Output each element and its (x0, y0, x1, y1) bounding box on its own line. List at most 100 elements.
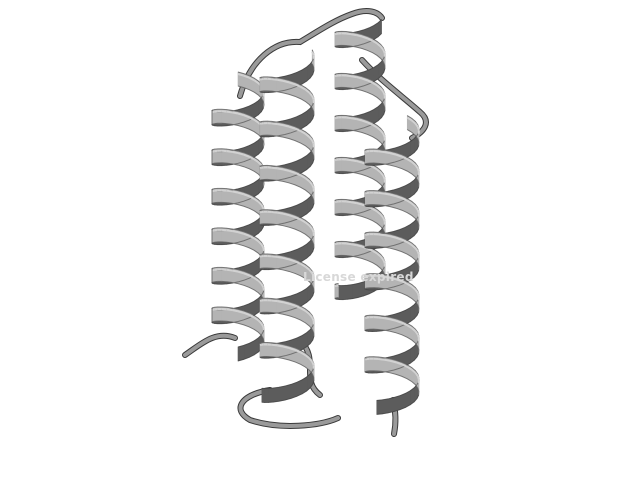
helix-d-highlight (418, 210, 419, 213)
helix-c-highlight (346, 160, 351, 161)
helix-a-highlight (227, 309, 232, 310)
helix-a-highlight (232, 231, 238, 232)
helix-b-back-segment (265, 388, 269, 402)
helix-c-highlight (383, 260, 384, 263)
helix-b-highlight (272, 79, 277, 80)
helix-c-highlight (383, 218, 384, 221)
helix-c-highlight (383, 134, 384, 137)
helix-c-highlight (356, 119, 362, 120)
helix-d-highlight (379, 317, 385, 318)
helix-c-highlight (351, 160, 356, 161)
helix-a-back-segment (244, 343, 249, 359)
helix-d-highlight (418, 293, 419, 296)
helix-c-highlight (351, 118, 356, 119)
helix-d-highlight (418, 127, 419, 130)
helix-c-highlight (351, 244, 356, 245)
helix-b-highlight (277, 124, 283, 125)
helix-c-back-segment (343, 285, 347, 299)
helix-d-highlight (418, 335, 419, 338)
helix-d-highlight (418, 376, 419, 379)
helix-c-highlight (383, 92, 384, 95)
helix-c-highlight (356, 35, 362, 36)
helix-d-back-segment (388, 398, 394, 413)
helix-b-highlight (272, 345, 277, 346)
helix-b-back-segment (291, 382, 297, 398)
helix-a-highlight (232, 191, 238, 192)
helix-d-highlight (418, 168, 419, 171)
helix-a-back-segment (238, 345, 244, 361)
helix-b-highlight (277, 80, 283, 81)
helix-b-highlight (312, 140, 314, 144)
helix-b-back-segment (269, 388, 274, 402)
helix-d-back-segment (377, 400, 382, 415)
helix-d-highlight (384, 152, 390, 153)
helix-b-highlight (272, 212, 277, 213)
helix-a-highlight (232, 310, 238, 311)
helix-b-highlight (277, 257, 283, 258)
helix-d-highlight (379, 359, 385, 360)
helix-d-highlight (384, 360, 390, 361)
helix-b-back-segment (279, 386, 285, 401)
helix-d-back-segment (394, 396, 400, 412)
helix-b-highlight (277, 345, 283, 346)
helix-a-highlight (263, 93, 264, 96)
helix-b-highlight (272, 301, 277, 302)
helix-c-highlight (346, 34, 351, 35)
helix-b-highlight (312, 52, 314, 56)
helix-c-highlight (356, 203, 362, 204)
helix-b-highlight (312, 229, 314, 233)
helix-a-highlight (227, 112, 232, 113)
helix-a-highlight (232, 152, 238, 153)
helix-b-highlight (272, 123, 277, 124)
helix-d-highlight (384, 318, 390, 319)
helix-b-back-segment (262, 388, 265, 402)
helix-b-highlight (277, 301, 283, 302)
helix-b-highlight (312, 317, 314, 321)
helix-c-highlight (346, 202, 351, 203)
helix-c-back-segment (339, 286, 343, 300)
helix-a (212, 72, 264, 361)
helix-b-highlight (312, 185, 314, 189)
helix-c-highlight (346, 76, 351, 77)
helix-b-highlight (312, 362, 314, 366)
helix-b-highlight (272, 168, 277, 169)
helix-a-highlight (263, 287, 264, 290)
helix-c-highlight (351, 76, 356, 77)
helix-c-highlight (351, 202, 356, 203)
helix-c-highlight (346, 244, 351, 245)
helix-a-highlight (263, 248, 264, 251)
helix-layer (212, 20, 419, 415)
helix-c-highlight (346, 118, 351, 119)
helix-a-highlight (227, 151, 232, 152)
helix-d-highlight (384, 194, 390, 195)
helix-c-highlight (356, 77, 362, 78)
helix-c-back-segment (352, 283, 357, 298)
helix-d-highlight (379, 193, 385, 194)
helix-a-highlight (232, 112, 238, 113)
helix-c-highlight (356, 161, 362, 162)
helix-a-highlight (227, 230, 232, 231)
helix-b-back-segment (285, 384, 291, 400)
helix-b-highlight (277, 213, 283, 214)
helix-c-highlight (351, 34, 356, 35)
helix-d-highlight (384, 235, 390, 236)
helix-c-highlight (356, 245, 362, 246)
helix-b-back-segment (273, 387, 279, 402)
helix-d (365, 116, 419, 415)
helix-d-highlight (418, 251, 419, 254)
helix-c-back-segment (347, 285, 352, 300)
helix-c-highlight (383, 50, 384, 53)
helix-a-highlight (227, 191, 232, 192)
license-watermark: License expired (303, 270, 414, 284)
helix-b-highlight (272, 256, 277, 257)
helix-b-highlight (312, 96, 314, 100)
helix-a-highlight (263, 327, 264, 330)
helix-a-highlight (232, 271, 238, 272)
helix-b-highlight (277, 168, 283, 169)
helix-a-highlight (227, 270, 232, 271)
helix-c-highlight (383, 176, 384, 179)
helix-d-highlight (379, 151, 385, 152)
helix-d-back-segment (382, 399, 388, 414)
